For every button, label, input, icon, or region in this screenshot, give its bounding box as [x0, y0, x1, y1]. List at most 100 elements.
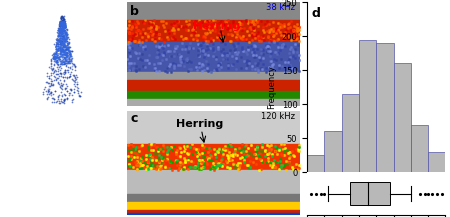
Point	[57, 90, 64, 94]
Point	[52, 44, 59, 47]
Point	[44, 97, 51, 100]
Point	[54, 29, 62, 32]
Point	[60, 52, 67, 56]
Point	[68, 56, 76, 60]
Point	[62, 70, 69, 73]
Point	[70, 79, 77, 83]
Point	[59, 23, 67, 26]
Point	[61, 37, 68, 41]
Point	[57, 24, 64, 27]
Point	[56, 52, 63, 55]
Point	[60, 15, 67, 19]
Point	[60, 17, 67, 21]
Point	[57, 31, 64, 35]
Point	[61, 24, 68, 27]
Point	[59, 31, 67, 35]
Point	[54, 56, 61, 59]
Point	[48, 67, 55, 71]
Point	[67, 54, 74, 57]
Point	[56, 29, 63, 33]
Point	[59, 41, 66, 44]
Point	[52, 48, 59, 51]
Point	[48, 83, 55, 86]
Point	[50, 69, 57, 72]
Point	[59, 29, 67, 33]
Point	[69, 62, 76, 66]
Point	[66, 55, 73, 58]
Point	[63, 33, 70, 36]
Point	[61, 28, 68, 31]
Bar	[127, 111, 300, 144]
Point	[67, 88, 74, 91]
Point	[56, 24, 63, 28]
Point	[58, 30, 65, 33]
Point	[63, 33, 71, 37]
Bar	[127, 80, 300, 91]
Point	[53, 60, 60, 63]
Point	[46, 76, 53, 80]
Point	[45, 65, 53, 68]
Point	[60, 35, 68, 38]
Point	[53, 78, 60, 81]
Point	[58, 39, 65, 43]
Point	[61, 24, 68, 28]
Point	[58, 15, 65, 18]
Point	[59, 18, 67, 21]
Point	[53, 40, 60, 44]
Point	[57, 49, 64, 53]
Point	[47, 66, 54, 69]
Point	[67, 52, 74, 56]
Point	[58, 27, 66, 30]
Point	[53, 42, 60, 46]
Point	[63, 40, 71, 43]
Point	[50, 54, 58, 57]
Point	[61, 24, 68, 28]
Point	[63, 28, 70, 31]
Point	[55, 38, 62, 42]
Point	[63, 28, 70, 31]
Point	[49, 56, 56, 60]
Point	[60, 24, 68, 28]
Point	[50, 84, 57, 87]
Point	[55, 23, 63, 26]
Point	[62, 26, 69, 29]
Point	[67, 87, 74, 91]
Point	[55, 42, 62, 45]
Point	[54, 72, 61, 75]
Point	[62, 53, 69, 57]
Point	[72, 64, 79, 67]
Point	[60, 28, 68, 32]
Point	[61, 98, 68, 101]
Point	[56, 22, 63, 26]
Point	[58, 20, 66, 24]
Point	[59, 42, 67, 46]
Point	[58, 30, 65, 33]
Point	[60, 24, 68, 27]
Point	[59, 21, 66, 25]
Point	[55, 27, 62, 30]
Point	[72, 77, 79, 80]
Point	[60, 30, 68, 33]
Point	[61, 97, 68, 100]
Point	[64, 65, 72, 68]
Point	[56, 68, 63, 72]
Point	[57, 54, 64, 57]
Point	[56, 21, 63, 25]
Point	[58, 46, 66, 49]
Point	[46, 91, 54, 95]
Point	[54, 48, 62, 51]
Point	[57, 23, 64, 26]
Point	[67, 53, 74, 56]
Point	[58, 44, 65, 47]
Point	[65, 55, 72, 59]
Point	[56, 21, 63, 25]
Point	[56, 26, 63, 30]
Point	[57, 39, 64, 42]
Point	[64, 35, 71, 39]
Point	[63, 89, 71, 92]
Point	[59, 41, 66, 44]
Point	[60, 53, 68, 56]
Point	[58, 15, 65, 19]
Bar	[127, 2, 300, 20]
Point	[54, 43, 61, 46]
